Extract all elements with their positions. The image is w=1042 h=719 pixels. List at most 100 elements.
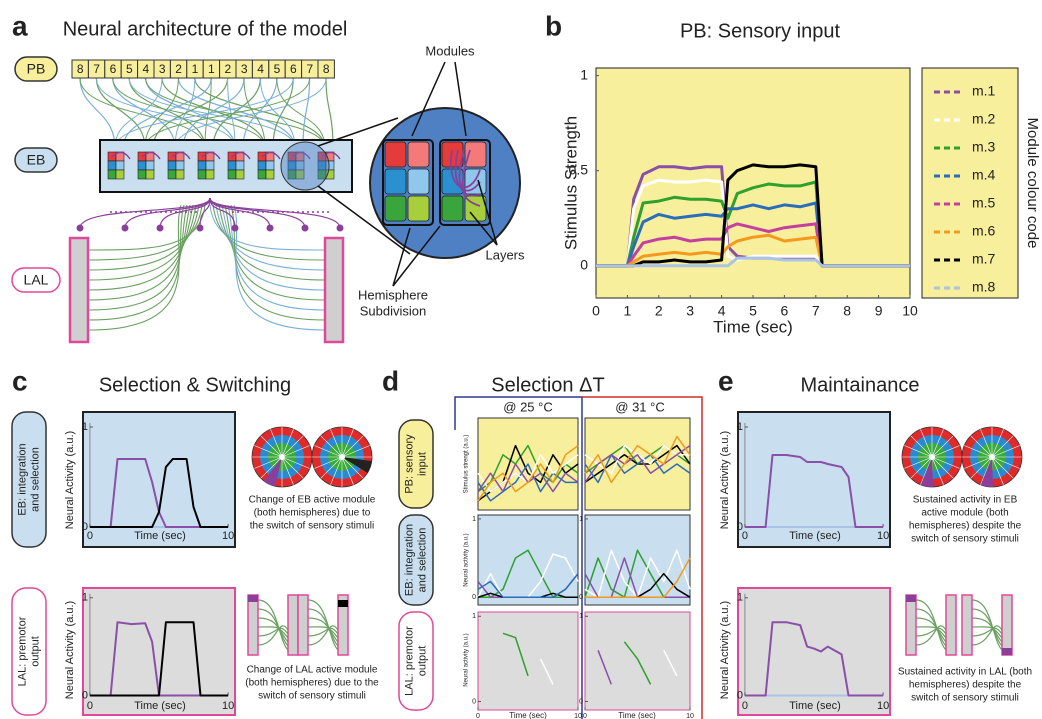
y-tick-label: 0 — [579, 594, 583, 601]
connection — [111, 151, 131, 160]
x-tick-label: 0 — [476, 713, 480, 719]
side-pill — [11, 587, 47, 716]
caption: switch of sensory stimuli — [911, 693, 1019, 704]
module-cell — [407, 141, 430, 168]
zoom-line — [317, 185, 411, 255]
wheel-spoke — [330, 429, 343, 458]
plot-area — [737, 587, 891, 716]
wheel-spoke — [281, 435, 304, 458]
wheel-highlight — [263, 457, 282, 487]
wheel-highlight — [980, 457, 994, 487]
side-label: LAL: premotor — [403, 626, 415, 696]
lal-bar — [945, 594, 957, 656]
side-label: output — [29, 636, 41, 667]
x-tick-label: 7 — [812, 303, 820, 319]
x-tick-label: 0 — [742, 700, 748, 712]
module-cell — [107, 169, 117, 180]
module-cell — [464, 141, 487, 168]
lal-active — [906, 595, 916, 602]
connection — [174, 77, 196, 149]
series-line — [663, 649, 678, 677]
plot-area — [477, 611, 579, 711]
connection — [257, 617, 289, 643]
arrow — [469, 211, 498, 246]
panel-title: Selection ΔT — [491, 374, 604, 396]
wheel-spoke — [320, 435, 343, 458]
connection — [915, 627, 947, 637]
connection — [209, 204, 326, 251]
panel-title: Neural architecture of the model — [63, 18, 348, 40]
synapse-dot — [121, 224, 129, 232]
wheel-spoke — [991, 456, 1020, 469]
x-tick-label: 5 — [749, 303, 757, 319]
pb-number: 3 — [241, 62, 248, 76]
pb-number: 4 — [142, 62, 149, 76]
module-cell — [257, 160, 267, 171]
wheel-spoke — [991, 456, 1014, 479]
x-tick-label: 1 — [624, 303, 632, 319]
connection — [122, 77, 212, 149]
wheel-spoke — [314, 445, 343, 458]
panel-letter: e — [718, 365, 734, 396]
caption: (both hemispheres) due to — [254, 508, 371, 519]
plot-area — [737, 411, 891, 548]
legend-label: m.2 — [972, 111, 996, 127]
pb-number: 7 — [306, 62, 313, 76]
connection — [79, 197, 211, 229]
module-cell — [175, 169, 185, 180]
module-cell — [107, 160, 117, 171]
y-axis-label: Stimulus strengt (a.u.) — [464, 435, 470, 494]
wheel-spoke — [931, 429, 944, 458]
module-cell — [265, 160, 275, 171]
wheel-spoke — [260, 456, 283, 479]
connection — [915, 599, 947, 651]
lal-bar — [961, 594, 973, 656]
wheel-highlight — [342, 457, 372, 473]
connection — [124, 197, 211, 229]
y-tick-label: 1 — [737, 421, 743, 433]
lal-bar — [905, 594, 917, 656]
wheel-spoke — [254, 456, 283, 469]
x-tick-label: 0 — [592, 303, 600, 319]
wheel-spoke — [904, 456, 933, 469]
connection — [461, 149, 481, 207]
arrow — [392, 225, 441, 287]
wheel-spoke — [910, 435, 933, 458]
synapse-dot — [336, 224, 344, 232]
y-tick-label: 0 — [737, 689, 743, 701]
legend-label: m.1 — [972, 83, 996, 99]
connection — [114, 77, 163, 149]
y-axis-label: Neural Activity (a.u.) — [719, 601, 731, 699]
module-cell — [197, 160, 207, 171]
connection — [215, 204, 326, 271]
wheel-spoke — [931, 456, 960, 469]
connection — [112, 77, 266, 149]
wheel-spoke — [980, 429, 993, 458]
wheel-spoke — [281, 456, 304, 479]
module-cell — [235, 169, 245, 180]
connection — [201, 151, 221, 160]
lal-bar — [323, 236, 345, 344]
connection — [231, 151, 251, 160]
synapse-dot — [266, 224, 274, 232]
frame — [582, 396, 703, 719]
plot-area — [477, 514, 579, 606]
pb-number: 8 — [77, 62, 84, 76]
frame — [454, 396, 583, 719]
lal-bar — [1001, 594, 1013, 656]
connection — [171, 151, 191, 160]
y-axis-label: Neural Activity (a.u.) — [719, 431, 731, 529]
series-line — [584, 444, 691, 483]
x-tick-label: 0 — [87, 700, 93, 712]
connection — [302, 77, 311, 149]
caption: the switch of sensory stimuli — [250, 521, 375, 532]
caption: hemispheres) despite the — [909, 521, 1022, 532]
y-axis-label: Neural Activity (a.u.) — [64, 601, 76, 699]
wheel-spoke — [970, 456, 993, 479]
x-axis-label: Time (sec) — [509, 711, 547, 719]
legend-box — [921, 67, 1019, 299]
x-tick-label: 10 — [686, 713, 694, 719]
connection — [257, 608, 289, 647]
wheel-center — [279, 454, 285, 460]
y-tick-label: 1 — [472, 516, 476, 523]
